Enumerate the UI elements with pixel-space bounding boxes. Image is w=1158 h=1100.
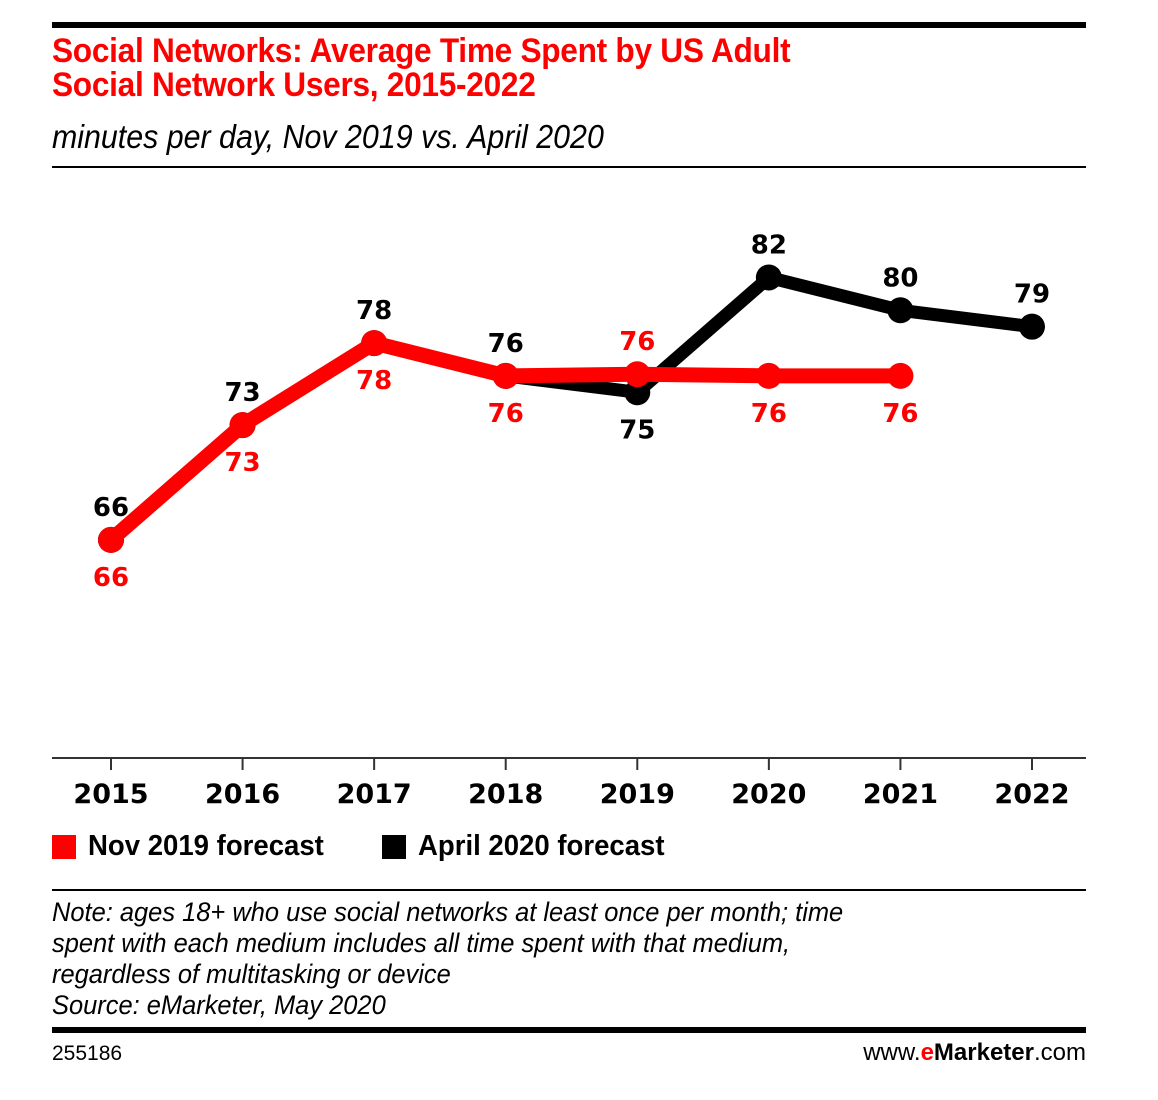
- x-tick-label: 2021: [863, 779, 938, 810]
- data-label-nov-2019-forecast: 78: [356, 366, 392, 396]
- top-rule: [52, 22, 1086, 28]
- note-line-2: spent with each medium includes all time…: [52, 928, 791, 958]
- data-point-nov-2019-forecast: [755, 362, 782, 389]
- legend-item-nov-2019: Nov 2019 forecast: [52, 830, 336, 863]
- data-label-nov-2019-forecast: 76: [619, 327, 655, 357]
- chart-title: Social Networks: Average Time Spent by U…: [52, 34, 1019, 102]
- data-point-nov-2019-forecast: [492, 362, 519, 389]
- note-line-3: regardless of multitasking or device: [52, 959, 451, 989]
- data-label-nov-2019-forecast: 73: [224, 448, 260, 478]
- data-label-april-2020-forecast: 76: [488, 329, 524, 359]
- data-label-april-2020-forecast: 78: [356, 296, 392, 326]
- data-label-april-2020-forecast: 79: [1014, 280, 1050, 310]
- data-label-april-2020-forecast: 73: [224, 378, 260, 408]
- footer-rule: [52, 1027, 1086, 1033]
- legend-swatch-nov-2019: [52, 834, 76, 859]
- x-tick-label: 2018: [468, 779, 543, 810]
- data-label-layer: 66 73 78 76 75 82 80 79 66 73 78 76 76 76 76: [93, 230, 1050, 592]
- data-point-april-2020-forecast: [755, 264, 782, 291]
- data-label-nov-2019-forecast: 76: [488, 399, 524, 429]
- x-axis: 2015 2016 2017 2018 2019 2020 2021 2022: [52, 757, 1086, 810]
- data-label-april-2020-forecast: 80: [882, 263, 918, 293]
- legend-label-nov-2019: Nov 2019 forecast: [88, 830, 324, 862]
- data-label-april-2020-forecast: 66: [93, 493, 129, 523]
- legend-swatch-april-2020: [382, 834, 407, 859]
- data-point-nov-2019-forecast: [98, 526, 124, 553]
- chart-id: 255186: [52, 1042, 123, 1065]
- title-divider: [52, 166, 1086, 168]
- note-line-1: Note: ages 18+ who use social networks a…: [52, 897, 844, 927]
- x-tick-label: 2022: [994, 779, 1069, 810]
- x-tick-label: 2016: [205, 779, 280, 810]
- source-line: Source: eMarketer, May 2020: [52, 990, 386, 1020]
- data-point-nov-2019-forecast: [624, 361, 651, 388]
- legend-item-april-2020: April 2020 forecast: [382, 830, 678, 863]
- legend: Nov 2019 forecast April 2020 forecast: [52, 830, 724, 863]
- data-point-nov-2019-forecast: [229, 412, 256, 439]
- brand-prefix: www.: [863, 1039, 921, 1066]
- brand-e-logo: e: [920, 1039, 934, 1066]
- chart-title-line-1: Social Networks: Average Time Spent by U…: [52, 32, 791, 70]
- data-point-april-2020-forecast: [624, 379, 651, 406]
- chart-note: Note: ages 18+ who use social networks a…: [52, 897, 1050, 1021]
- data-point-nov-2019-forecast: [361, 330, 388, 357]
- data-label-april-2020-forecast: 75: [619, 415, 655, 445]
- legend-divider: [52, 889, 1086, 891]
- line-chart: 2015 2016 2017 2018 2019 2020 2021 2022 66 73 78 7…: [52, 230, 1086, 810]
- brand-suffix: .com: [1033, 1039, 1086, 1066]
- data-label-april-2020-forecast: 82: [751, 230, 787, 260]
- x-tick-label: 2019: [600, 779, 675, 810]
- data-label-nov-2019-forecast: 76: [882, 399, 918, 429]
- data-label-nov-2019-forecast: 66: [93, 563, 129, 593]
- chart-title-line-2: Social Network Users, 2015-2022: [52, 66, 536, 104]
- brand-name: Marketer: [933, 1039, 1034, 1066]
- brand-url[interactable]: www.eMarketer.com: [863, 1039, 1086, 1067]
- legend-label-april-2020: April 2020 forecast: [418, 830, 665, 862]
- x-tick-label: 2020: [731, 779, 806, 810]
- chart-subtitle: minutes per day, Nov 2019 vs. April 2020: [52, 118, 604, 155]
- data-point-nov-2019-forecast: [887, 362, 914, 389]
- data-label-nov-2019-forecast: 76: [751, 399, 787, 429]
- data-point-april-2020-forecast: [887, 297, 914, 324]
- data-point-april-2020-forecast: [1019, 313, 1045, 340]
- series-layer: [98, 264, 1045, 553]
- x-tick-label: 2015: [73, 779, 148, 810]
- x-tick-label: 2017: [337, 779, 412, 810]
